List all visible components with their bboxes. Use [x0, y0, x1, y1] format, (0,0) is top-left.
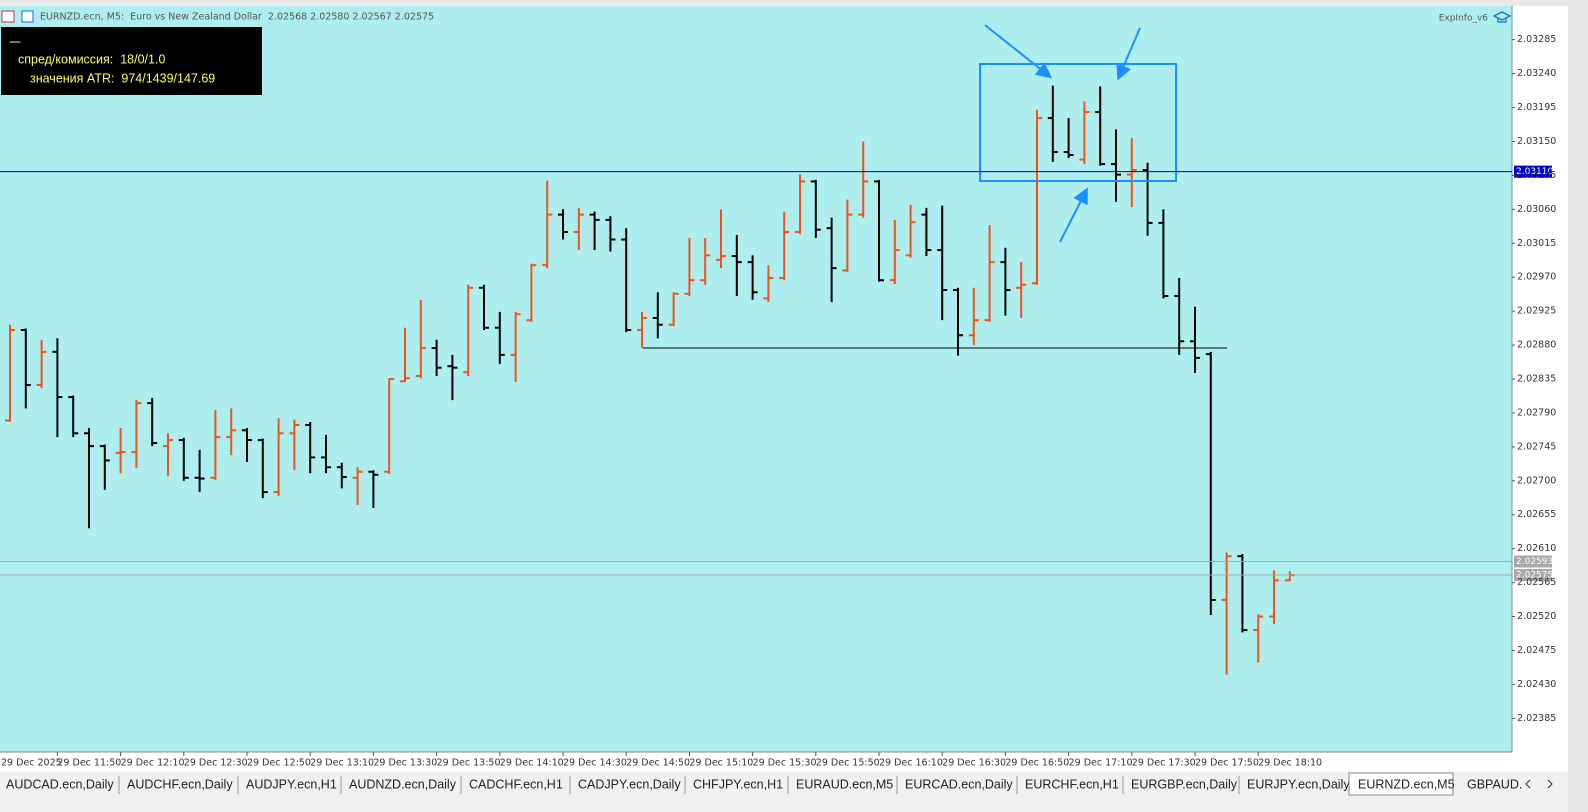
arrow [1059, 187, 1088, 243]
x-tick-label: 29 Dec 16:30 [942, 758, 1006, 769]
bars [5, 85, 1295, 675]
x-tick-label: 29 Dec 14:50 [626, 758, 690, 769]
indicator-name: ExpInfo_v6 [1439, 14, 1489, 24]
tab[interactable]: AUDJPY.ecn,H1 [246, 777, 337, 791]
y-tick-label: 2.02475 [1517, 645, 1556, 656]
y-tick-label: 2.03195 [1517, 102, 1556, 113]
menu-icon[interactable] [1, 10, 15, 23]
info-atr: значения ATR: 974/1439/147.69 [30, 71, 215, 85]
x-tick-label: 29 Dec 17:10 [1069, 758, 1133, 769]
symbol-header: EURNZD.ecn, M5: Euro vs New Zealand Doll… [40, 12, 434, 23]
tab[interactable]: CHFJPY.ecn,H1 [693, 777, 783, 791]
price-label: 2.02593 [1516, 557, 1553, 567]
y-tick-label: 2.02790 [1517, 407, 1556, 418]
y-tick-label: 2.02385 [1517, 713, 1556, 724]
y-tick-label: 2.02835 [1517, 374, 1556, 385]
price-axis [1512, 6, 1568, 752]
y-tick-label: 2.02925 [1517, 306, 1556, 317]
y-tick-label: 2.03060 [1517, 204, 1556, 215]
y-tick-label: 2.03015 [1517, 238, 1556, 249]
arrow [984, 24, 1053, 79]
y-tick-label: 2.02655 [1517, 509, 1556, 520]
tab[interactable]: AUDCHF.ecn,Daily [127, 777, 233, 791]
x-tick-label: 29 Dec 17:50 [1195, 758, 1259, 769]
tab[interactable]: EURNZD.ecn,M5 [1358, 777, 1455, 791]
x-tick-label: 29 Dec 15:30 [753, 758, 817, 769]
tab[interactable]: EURGBP.ecn,Daily [1131, 777, 1238, 791]
tab-bar [0, 772, 1568, 800]
time-axis [0, 752, 1568, 772]
x-tick-label: 29 Dec 14:10 [500, 758, 564, 769]
tab[interactable]: CADCHF.ecn,H1 [469, 777, 563, 791]
price-label-box [1514, 569, 1552, 582]
x-tick-label: 29 Dec 13:10 [310, 758, 374, 769]
tab[interactable]: AUDCAD.ecn,Daily [6, 777, 114, 791]
scroll-strip [1568, 0, 1588, 812]
x-tick-label: 29 Dec 17:30 [1132, 758, 1196, 769]
x-tick-label: 29 Dec 18:10 [1258, 758, 1322, 769]
tab[interactable]: CADJPY.ecn,Daily [578, 777, 681, 791]
tab[interactable]: AUDNZD.ecn,Daily [349, 777, 457, 791]
x-tick-label: 29 Dec 12:50 [247, 758, 311, 769]
tab[interactable]: EURCHF.ecn,H1 [1025, 777, 1119, 791]
x-tick-label: 29 Dec 12:30 [184, 758, 248, 769]
price-label: 2.02575 [1516, 571, 1553, 581]
indicator-icon [1492, 11, 1512, 23]
x-tick-label: 29 Dec 15:50 [816, 758, 880, 769]
info-spread: спред/комиссия: 18/0/1.0 [18, 52, 165, 66]
x-tick-label: 29 Dec 14:30 [563, 758, 627, 769]
y-tick-label: 2.03285 [1517, 34, 1556, 45]
y-tick-label: 2.02565 [1517, 577, 1556, 588]
arrow [1116, 27, 1141, 81]
toolbar-strip [0, 0, 1588, 6]
y-tick-label: 2.02700 [1517, 475, 1556, 486]
x-tick-label: 29 Dec 12:10 [121, 758, 185, 769]
x-tick-label: 29 Dec 16:50 [1005, 758, 1069, 769]
y-tick-label: 2.02610 [1517, 543, 1556, 554]
date-label: 29 Dec 2025 [1, 758, 62, 769]
x-tick-label: 29 Dec 16:10 [879, 758, 943, 769]
price-label-box [1514, 555, 1552, 568]
y-tick-label: 2.02880 [1517, 340, 1556, 351]
highlight-box [979, 63, 1177, 182]
y-tick-label: 2.02520 [1517, 611, 1556, 622]
y-tick-label: 2.02745 [1517, 441, 1556, 452]
tab-active [1348, 772, 1454, 796]
tab[interactable]: EURCAD.ecn,Daily [905, 777, 1013, 791]
y-tick-label: 2.03105 [1517, 170, 1556, 181]
x-tick-label: 29 Dec 13:50 [437, 758, 501, 769]
price-label: 2.03110 [1516, 167, 1553, 177]
tab[interactable]: EURJPY.ecn,Daily [1247, 777, 1350, 791]
y-tick-label: 2.02430 [1517, 679, 1556, 690]
window-icon[interactable] [21, 10, 34, 23]
tab[interactable]: EURAUD.ecn,M5 [796, 777, 893, 791]
x-tick-label: 29 Dec 15:10 [689, 758, 753, 769]
chart-area [0, 6, 1512, 752]
y-tick-label: 2.03240 [1517, 68, 1556, 79]
info-box [1, 27, 262, 95]
tabs: AUDCAD.ecn,Daily AUDCHF.ecn,Daily AUDJPY.e… [6, 772, 1522, 796]
price-label-box [1514, 165, 1552, 178]
y-tick-label: 2.03150 [1517, 136, 1556, 147]
tab-scroll[interactable] [1525, 779, 1553, 789]
info-marker: — [9, 35, 21, 49]
y-tick-label: 2.02970 [1517, 272, 1556, 283]
x-tick-label: 29 Dec 11:50 [57, 758, 121, 769]
tab[interactable]: GBPAUD. [1467, 777, 1522, 791]
x-tick-label: 29 Dec 13:30 [373, 758, 437, 769]
